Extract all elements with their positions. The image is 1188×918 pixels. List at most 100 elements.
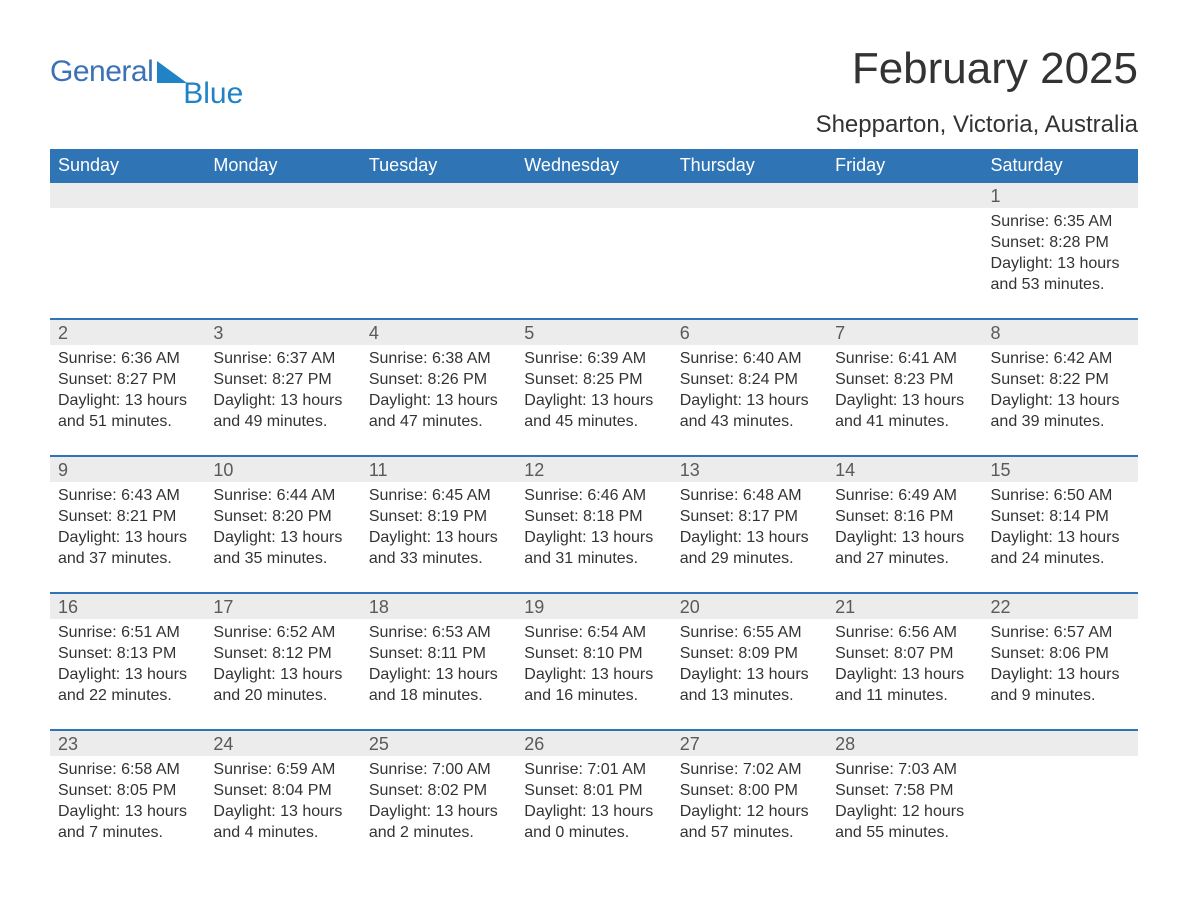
sunrise-text: Sunrise: 6:40 AM	[680, 349, 819, 370]
day-body-cell	[672, 208, 827, 319]
day-body-cell: Sunrise: 6:45 AMSunset: 8:19 PMDaylight:…	[361, 482, 516, 593]
daylight-text: Daylight: 13 hours	[991, 254, 1130, 275]
day-number-cell: 19	[516, 593, 671, 619]
day-body-cell: Sunrise: 6:52 AMSunset: 8:12 PMDaylight:…	[205, 619, 360, 730]
day-body-cell: Sunrise: 6:56 AMSunset: 8:07 PMDaylight:…	[827, 619, 982, 730]
dow-saturday: Saturday	[983, 149, 1138, 183]
day-number-cell: 25	[361, 730, 516, 756]
daylight-text: Daylight: 13 hours	[524, 665, 663, 686]
day-body-cell	[361, 208, 516, 319]
daylight-text: and 16 minutes.	[524, 686, 663, 707]
day-number-cell: 15	[983, 456, 1138, 482]
daylight-text: and 43 minutes.	[680, 412, 819, 433]
sunset-text: Sunset: 8:23 PM	[835, 370, 974, 391]
sunset-text: Sunset: 8:11 PM	[369, 644, 508, 665]
day-number-cell: 6	[672, 319, 827, 345]
day-number-row: 1	[50, 183, 1138, 208]
day-number-cell: 18	[361, 593, 516, 619]
daylight-text: and 22 minutes.	[58, 686, 197, 707]
daylight-text: and 47 minutes.	[369, 412, 508, 433]
daylight-text: Daylight: 13 hours	[524, 528, 663, 549]
sunrise-text: Sunrise: 6:58 AM	[58, 760, 197, 781]
daylight-text: and 9 minutes.	[991, 686, 1130, 707]
calendar-table: Sunday Monday Tuesday Wednesday Thursday…	[50, 149, 1138, 866]
sunset-text: Sunset: 8:27 PM	[213, 370, 352, 391]
sunrise-text: Sunrise: 7:00 AM	[369, 760, 508, 781]
dow-monday: Monday	[205, 149, 360, 183]
sunrise-text: Sunrise: 6:35 AM	[991, 212, 1130, 233]
logo-text-blue: Blue	[183, 77, 243, 111]
daylight-text: and 29 minutes.	[680, 549, 819, 570]
sunset-text: Sunset: 8:27 PM	[58, 370, 197, 391]
sunset-text: Sunset: 8:21 PM	[58, 507, 197, 528]
day-body-row: Sunrise: 6:35 AMSunset: 8:28 PMDaylight:…	[50, 208, 1138, 319]
daylight-text: Daylight: 13 hours	[369, 528, 508, 549]
day-body-row: Sunrise: 6:58 AMSunset: 8:05 PMDaylight:…	[50, 756, 1138, 866]
day-body-cell	[983, 756, 1138, 866]
daylight-text: and 24 minutes.	[991, 549, 1130, 570]
sunset-text: Sunset: 8:06 PM	[991, 644, 1130, 665]
day-body-cell: Sunrise: 6:43 AMSunset: 8:21 PMDaylight:…	[50, 482, 205, 593]
sunset-text: Sunset: 8:17 PM	[680, 507, 819, 528]
daylight-text: Daylight: 12 hours	[680, 802, 819, 823]
sunset-text: Sunset: 8:24 PM	[680, 370, 819, 391]
day-number-cell	[50, 183, 205, 208]
sunset-text: Sunset: 8:09 PM	[680, 644, 819, 665]
sunrise-text: Sunrise: 6:41 AM	[835, 349, 974, 370]
sunrise-text: Sunrise: 6:38 AM	[369, 349, 508, 370]
sunrise-text: Sunrise: 6:43 AM	[58, 486, 197, 507]
dow-sunday: Sunday	[50, 149, 205, 183]
sunset-text: Sunset: 8:10 PM	[524, 644, 663, 665]
sunrise-text: Sunrise: 6:52 AM	[213, 623, 352, 644]
daylight-text: Daylight: 13 hours	[369, 802, 508, 823]
day-body-cell: Sunrise: 6:37 AMSunset: 8:27 PMDaylight:…	[205, 345, 360, 456]
daylight-text: and 41 minutes.	[835, 412, 974, 433]
day-number-cell: 26	[516, 730, 671, 756]
sunrise-text: Sunrise: 6:39 AM	[524, 349, 663, 370]
day-number-cell	[983, 730, 1138, 756]
day-body-cell: Sunrise: 6:51 AMSunset: 8:13 PMDaylight:…	[50, 619, 205, 730]
month-title: February 2025	[816, 45, 1138, 93]
day-number-cell: 9	[50, 456, 205, 482]
sunset-text: Sunset: 8:04 PM	[213, 781, 352, 802]
dow-wednesday: Wednesday	[516, 149, 671, 183]
day-body-cell	[516, 208, 671, 319]
sunset-text: Sunset: 8:16 PM	[835, 507, 974, 528]
day-number-cell: 23	[50, 730, 205, 756]
day-number-cell: 1	[983, 183, 1138, 208]
day-number-cell	[672, 183, 827, 208]
day-body-cell: Sunrise: 7:03 AMSunset: 7:58 PMDaylight:…	[827, 756, 982, 866]
sunrise-text: Sunrise: 6:46 AM	[524, 486, 663, 507]
day-number-row: 2345678	[50, 319, 1138, 345]
sunset-text: Sunset: 8:19 PM	[369, 507, 508, 528]
day-body-cell: Sunrise: 6:46 AMSunset: 8:18 PMDaylight:…	[516, 482, 671, 593]
daylight-text: and 27 minutes.	[835, 549, 974, 570]
sunset-text: Sunset: 8:01 PM	[524, 781, 663, 802]
day-body-cell: Sunrise: 6:40 AMSunset: 8:24 PMDaylight:…	[672, 345, 827, 456]
day-body-cell: Sunrise: 6:58 AMSunset: 8:05 PMDaylight:…	[50, 756, 205, 866]
sunset-text: Sunset: 8:20 PM	[213, 507, 352, 528]
day-number-cell: 11	[361, 456, 516, 482]
daylight-text: and 35 minutes.	[213, 549, 352, 570]
daylight-text: Daylight: 13 hours	[524, 802, 663, 823]
day-body-row: Sunrise: 6:36 AMSunset: 8:27 PMDaylight:…	[50, 345, 1138, 456]
calendar-page: General Blue February 2025 Shepparton, V…	[0, 0, 1188, 896]
sunset-text: Sunset: 8:13 PM	[58, 644, 197, 665]
daylight-text: Daylight: 13 hours	[524, 391, 663, 412]
daylight-text: and 18 minutes.	[369, 686, 508, 707]
day-body-cell: Sunrise: 6:35 AMSunset: 8:28 PMDaylight:…	[983, 208, 1138, 319]
sunrise-text: Sunrise: 6:54 AM	[524, 623, 663, 644]
day-number-row: 9101112131415	[50, 456, 1138, 482]
day-number-row: 232425262728	[50, 730, 1138, 756]
daylight-text: Daylight: 13 hours	[58, 528, 197, 549]
sunset-text: Sunset: 8:25 PM	[524, 370, 663, 391]
calendar-body: 1Sunrise: 6:35 AMSunset: 8:28 PMDaylight…	[50, 183, 1138, 866]
dow-thursday: Thursday	[672, 149, 827, 183]
sunset-text: Sunset: 8:28 PM	[991, 233, 1130, 254]
sunrise-text: Sunrise: 6:55 AM	[680, 623, 819, 644]
daylight-text: and 51 minutes.	[58, 412, 197, 433]
sunset-text: Sunset: 8:07 PM	[835, 644, 974, 665]
daylight-text: Daylight: 13 hours	[369, 665, 508, 686]
day-body-row: Sunrise: 6:51 AMSunset: 8:13 PMDaylight:…	[50, 619, 1138, 730]
daylight-text: and 57 minutes.	[680, 823, 819, 844]
